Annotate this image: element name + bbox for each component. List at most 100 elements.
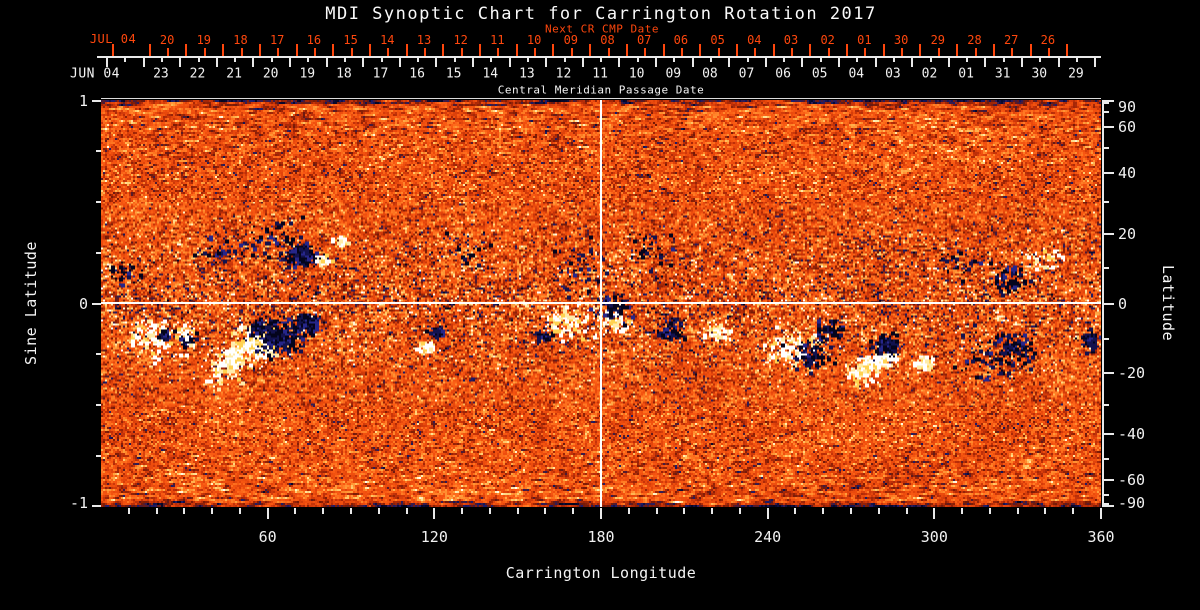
cmp-halfday-tick (600, 56, 603, 62)
cmp-day-tick (911, 56, 914, 67)
cmp-day-label: 16 (409, 66, 425, 82)
sine-lat-minor-tick (95, 404, 101, 407)
next-cr-day-label: 12 (453, 33, 468, 47)
latitude-minor-tick (1104, 502, 1109, 505)
cmp-day-label: 12 (555, 66, 572, 82)
cmp-day-tick (655, 56, 657, 67)
next-cr-day-tick (1029, 44, 1032, 56)
next-cr-day-label: 02 (820, 33, 835, 47)
next-cr-day-tick (992, 44, 995, 56)
next-cr-day-tick (846, 44, 848, 56)
cmp-day-label: 13 (519, 66, 535, 82)
next-cr-day-label: 11 (490, 33, 505, 47)
cmp-day-label: 18 (336, 66, 352, 82)
latitude-tick-label: -90 (1118, 494, 1146, 512)
longitude-major-tick (1100, 508, 1102, 519)
next-cr-halfday-tick (534, 48, 537, 56)
latitude-major-tick (1104, 433, 1114, 436)
latitude-minor-tick (1104, 337, 1109, 340)
longitude-minor-tick (294, 508, 297, 514)
sine-lat-minor-tick (95, 200, 101, 203)
next-cr-halfday-tick (827, 48, 830, 56)
cmp-halfday-tick (490, 56, 493, 62)
longitude-minor-tick (683, 508, 686, 514)
latitude-tick-label: 90 (1118, 98, 1137, 116)
next-cr-day-label: 20 (159, 33, 175, 47)
longitude-tick-label: 120 (420, 528, 448, 546)
next-cr-halfday-tick (350, 48, 353, 56)
central-meridian-line (600, 100, 602, 507)
next-cr-halfday-tick (607, 48, 610, 56)
cmp-day-label: 20 (262, 66, 279, 82)
cmp-day-tick (142, 56, 145, 67)
longitude-minor-tick (738, 508, 741, 514)
next-cr-day-tick (772, 44, 775, 56)
next-cr-day-label: 09 (563, 33, 579, 47)
next-cr-day-label: 07 (636, 33, 652, 47)
longitude-minor-tick (572, 508, 575, 514)
next-cr-halfday-tick (864, 48, 867, 56)
next-cr-day-tick (368, 44, 371, 56)
latitude-major-tick (1104, 232, 1114, 235)
sine-lat-tick-label: 1 (78, 92, 88, 110)
cmp-day-tick (435, 56, 438, 67)
next-cr-day-label: 18 (233, 33, 248, 47)
sine-lat-minor-tick (95, 251, 101, 254)
cmp-day-label: 21 (226, 66, 242, 82)
cmp-day-tick (691, 56, 694, 67)
longitude-major-tick (766, 508, 769, 519)
next-cr-day-label: 27 (1003, 33, 1019, 47)
next-cr-day-label: 06 (673, 33, 689, 47)
longitude-major-tick (266, 508, 269, 519)
sine-lat-major-tick (92, 302, 101, 305)
longitude-minor-tick (655, 508, 658, 514)
cmp-day-tick (215, 56, 218, 67)
cmp-day-label: 29 (1068, 66, 1084, 82)
cmp-day-label: 11 (592, 66, 608, 82)
next-cr-day-tick (148, 44, 151, 56)
next-cr-halfday-tick (680, 48, 683, 56)
cmp-day-tick (838, 56, 840, 67)
sine-lat-minor-tick (95, 455, 101, 458)
longitude-minor-tick (183, 508, 186, 514)
next-cr-day-tick (625, 44, 628, 56)
cmp-day-tick (508, 56, 511, 67)
cmp-halfday-tick (636, 56, 639, 62)
next-cr-day-label: 01 (857, 33, 872, 47)
longitude-minor-tick (1016, 508, 1019, 514)
cmp-halfday-tick (417, 56, 420, 62)
latitude-axis-line (1102, 100, 1104, 507)
cmp-day-label: 01 (958, 66, 974, 82)
latitude-major-tick (1104, 171, 1114, 174)
longitude-minor-tick (238, 508, 241, 514)
cmp-halfday-tick (197, 56, 200, 62)
latitude-minor-tick (1104, 458, 1109, 461)
next-cr-day-label: 05 (710, 33, 725, 47)
longitude-minor-tick (405, 508, 408, 514)
longitude-minor-tick (127, 508, 130, 514)
cmp-day-tick (325, 56, 328, 67)
next-cr-day-label: 04 (747, 33, 762, 47)
latitude-major-tick (1104, 478, 1114, 481)
cmp-day-tick (947, 56, 950, 67)
cmp-day-label: 05 (811, 66, 828, 82)
sine-lat-tick-label: 0 (78, 294, 88, 313)
longitude-minor-tick (211, 508, 214, 514)
next-cr-halfday-tick (717, 48, 720, 56)
cmp-halfday-tick (709, 56, 712, 62)
next-cr-day-tick (405, 44, 408, 56)
cmp-halfday-tick (526, 56, 529, 62)
latitude-minor-tick (1104, 404, 1109, 407)
cmp-day-label: 22 (189, 66, 206, 82)
cmp-halfday-tick (307, 56, 310, 62)
longitude-minor-tick (961, 508, 964, 514)
next-cr-day-label: 26 (1040, 33, 1056, 47)
next-cr-day-tick (919, 44, 922, 56)
cmp-halfday-tick (1002, 56, 1005, 62)
latitude-major-tick (1104, 302, 1114, 305)
next-cr-day-tick (442, 44, 445, 56)
next-cr-day-label: 13 (416, 33, 432, 47)
next-cr-halfday-tick (754, 48, 757, 56)
sine-lat-major-tick (92, 100, 101, 102)
cmp-halfday-tick (856, 56, 859, 62)
